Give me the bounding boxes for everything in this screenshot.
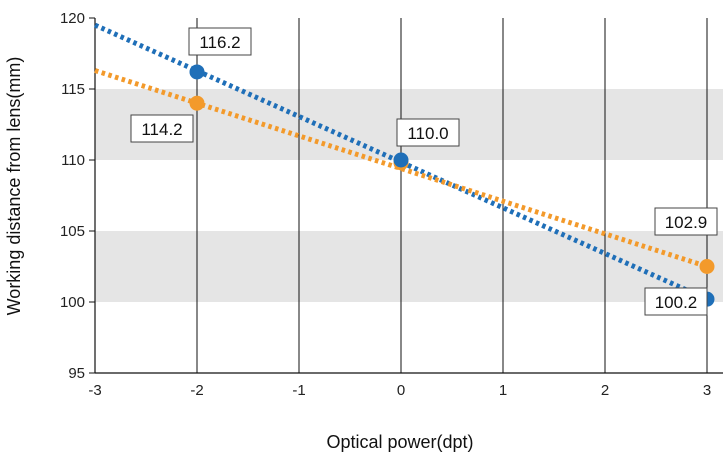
x-tick-label-6: 3 [703,382,711,399]
x-tick-label-1: -2 [190,382,203,399]
y-axis-label: Working distance from lens(mm) [4,57,24,316]
data-label-text: 114.2 [141,120,182,139]
data-label-0-0: 116.2 [188,27,252,56]
data-label-1-0: 114.2 [130,114,194,143]
y-tick-label-0: 95 [68,365,85,382]
point-s0-1 [393,152,409,168]
x-axis-label: Optical power(dpt) [326,432,473,452]
data-label-0-2: 100.2 [644,287,708,316]
data-label-box [654,207,718,236]
shaded-band-0 [95,231,723,302]
y-tick-label-2: 105 [60,223,85,240]
x-tick-label-0: -3 [88,382,101,399]
x-tick-label-5: 2 [601,382,609,399]
data-label-text: 116.2 [199,33,240,52]
x-tick-label-4: 1 [499,382,507,399]
data-labels: 116.2 114.2 110.0 102.9 100.2 [130,27,718,316]
data-label-0-1: 110.0 [396,118,460,147]
data-label-box [188,27,252,56]
y-tick-label-1: 100 [60,294,85,311]
y-tick-label-3: 110 [61,152,85,169]
x-tick-label-2: -1 [292,382,305,399]
point-s0-0 [189,64,205,80]
data-label-text: 102.9 [665,213,708,232]
axes [89,17,723,374]
data-label-text: 100.2 [655,293,698,312]
data-label-box [130,114,194,143]
y-tick-label-5: 120 [60,10,85,27]
data-label-box [396,118,460,147]
tick-labels: -3 -2 -1 0 1 2 3 95 100 105 110 115 120 [60,10,711,399]
data-label-1-2: 102.9 [654,207,718,236]
data-label-text: 110.0 [407,124,448,143]
y-tick-label-4: 115 [61,81,85,98]
x-tick-label-3: 0 [397,382,405,399]
point-s1-2 [699,259,715,274]
vertical-gridlines [196,18,708,373]
point-s1-0 [189,95,205,111]
data-label-box [644,287,708,316]
